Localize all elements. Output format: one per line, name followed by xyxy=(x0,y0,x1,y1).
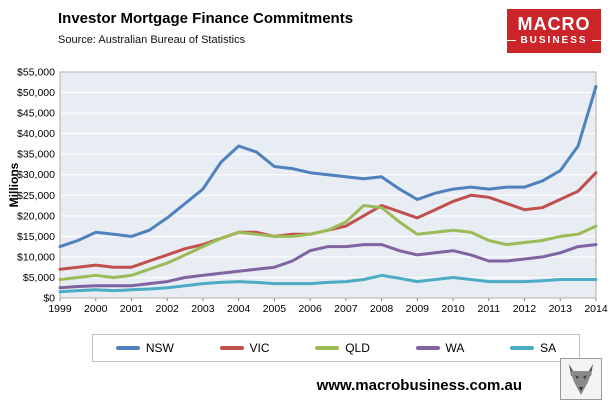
x-tick-label: 2013 xyxy=(549,303,573,315)
legend-item-qld: QLD xyxy=(315,341,370,355)
legend-swatch-nsw xyxy=(115,346,140,350)
series-line-wa xyxy=(58,243,598,290)
x-tick-label: 2000 xyxy=(84,303,108,315)
legend-label-wa: WA xyxy=(445,341,465,355)
legend-swatch-sa xyxy=(510,346,535,350)
x-tick-label: 2011 xyxy=(478,303,501,315)
footer-url-link[interactable]: www.macrobusiness.com.au xyxy=(316,377,522,394)
y-tick-label: $15,000 xyxy=(17,231,55,243)
line-chart: $0 $5,000 $10,000 $15,000 $20,000 $25,000 $30,… xyxy=(17,67,608,316)
series-line-sa xyxy=(58,273,598,294)
logo-text-macro: MACRO xyxy=(517,13,591,34)
series-line-qld xyxy=(58,204,598,281)
logo-business-row: BUSINESS xyxy=(506,34,602,48)
logo-text-business: BUSINESS xyxy=(520,34,588,46)
x-tick-label: 2002 xyxy=(156,303,180,315)
chart-legend: NSW VIC QLD WA SA xyxy=(92,334,580,362)
x-tick-label: 2008 xyxy=(370,303,394,315)
legend-label-nsw: NSW xyxy=(145,341,174,355)
chart-source: Source: Australian Bureau of Statistics xyxy=(58,34,246,46)
x-tick-label: 2007 xyxy=(334,303,358,315)
x-tick-label: 2004 xyxy=(227,303,251,315)
macrobusiness-logo[interactable]: MACRO BUSINESS xyxy=(506,9,602,53)
legend-item-sa: SA xyxy=(510,341,556,355)
y-tick-label: $25,000 xyxy=(17,190,55,202)
legend-label-qld: QLD xyxy=(345,341,370,355)
x-tick-label: 2003 xyxy=(191,303,215,315)
legend-swatch-wa xyxy=(415,346,440,350)
legend-item-wa: WA xyxy=(415,341,465,355)
x-tick-label: 2014 xyxy=(584,303,608,315)
y-tick-label: $35,000 xyxy=(17,149,55,161)
y-tick-label: $55,000 xyxy=(17,67,55,79)
x-tick-label: 2006 xyxy=(298,303,322,315)
plot-border xyxy=(59,71,597,299)
series-line-nsw xyxy=(58,84,598,249)
x-tick-label: 2012 xyxy=(513,303,537,315)
y-tick-label: $5,000 xyxy=(23,272,55,284)
y-tick-label: $50,000 xyxy=(17,87,55,99)
x-tick-label: 2001 xyxy=(120,303,144,315)
y-tick-label: $45,000 xyxy=(17,108,55,120)
logo-rule-right xyxy=(591,40,602,41)
legend-item-vic: VIC xyxy=(219,341,270,355)
chart-title: Investor Mortgage Finance Commitments xyxy=(58,10,354,27)
logo-rule-left xyxy=(506,40,517,41)
y-tick-label: $10,000 xyxy=(17,251,55,263)
y-tick-label: $0 xyxy=(43,293,55,305)
x-tick-label: 1999 xyxy=(48,303,72,315)
wolf-logo xyxy=(560,358,602,400)
x-tick-label: 2005 xyxy=(263,303,287,315)
y-tick-label: $30,000 xyxy=(17,169,55,181)
legend-item-nsw: NSW xyxy=(115,341,174,355)
chart-area: $0 $5,000 $10,000 $15,000 $20,000 $25,000 $30,… xyxy=(2,58,608,318)
legend-swatch-qld xyxy=(315,346,340,350)
legend-label-sa: SA xyxy=(540,341,557,355)
x-tick-label: 2010 xyxy=(441,303,465,315)
y-tick-label: $40,000 xyxy=(17,128,55,140)
y-tick-label: $20,000 xyxy=(17,210,55,222)
legend-label-vic: VIC xyxy=(249,341,270,355)
legend-swatch-vic xyxy=(219,346,244,350)
x-tick-label: 2009 xyxy=(406,303,430,315)
